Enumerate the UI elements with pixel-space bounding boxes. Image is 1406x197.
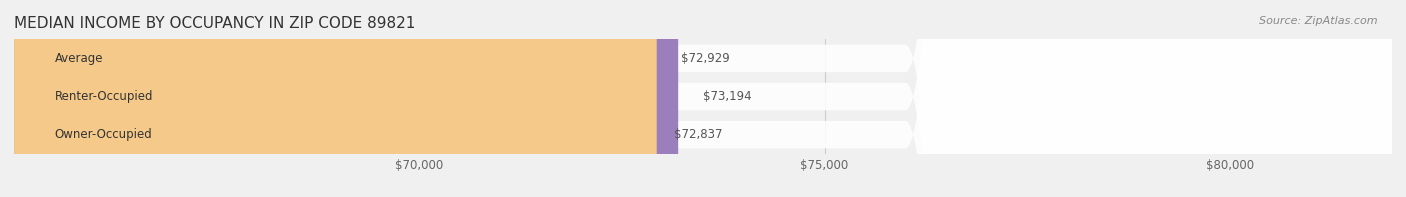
FancyBboxPatch shape: [14, 0, 650, 197]
FancyBboxPatch shape: [14, 0, 657, 197]
FancyBboxPatch shape: [14, 0, 678, 197]
Text: $72,929: $72,929: [681, 52, 730, 65]
Text: Average: Average: [55, 52, 103, 65]
Text: Owner-Occupied: Owner-Occupied: [55, 128, 152, 141]
FancyBboxPatch shape: [14, 0, 1392, 197]
Text: $73,194: $73,194: [703, 90, 751, 103]
FancyBboxPatch shape: [14, 0, 1392, 197]
Text: MEDIAN INCOME BY OCCUPANCY IN ZIP CODE 89821: MEDIAN INCOME BY OCCUPANCY IN ZIP CODE 8…: [14, 16, 415, 31]
FancyBboxPatch shape: [14, 0, 1392, 197]
Text: Renter-Occupied: Renter-Occupied: [55, 90, 153, 103]
Text: Source: ZipAtlas.com: Source: ZipAtlas.com: [1260, 16, 1378, 26]
Text: $72,837: $72,837: [673, 128, 723, 141]
